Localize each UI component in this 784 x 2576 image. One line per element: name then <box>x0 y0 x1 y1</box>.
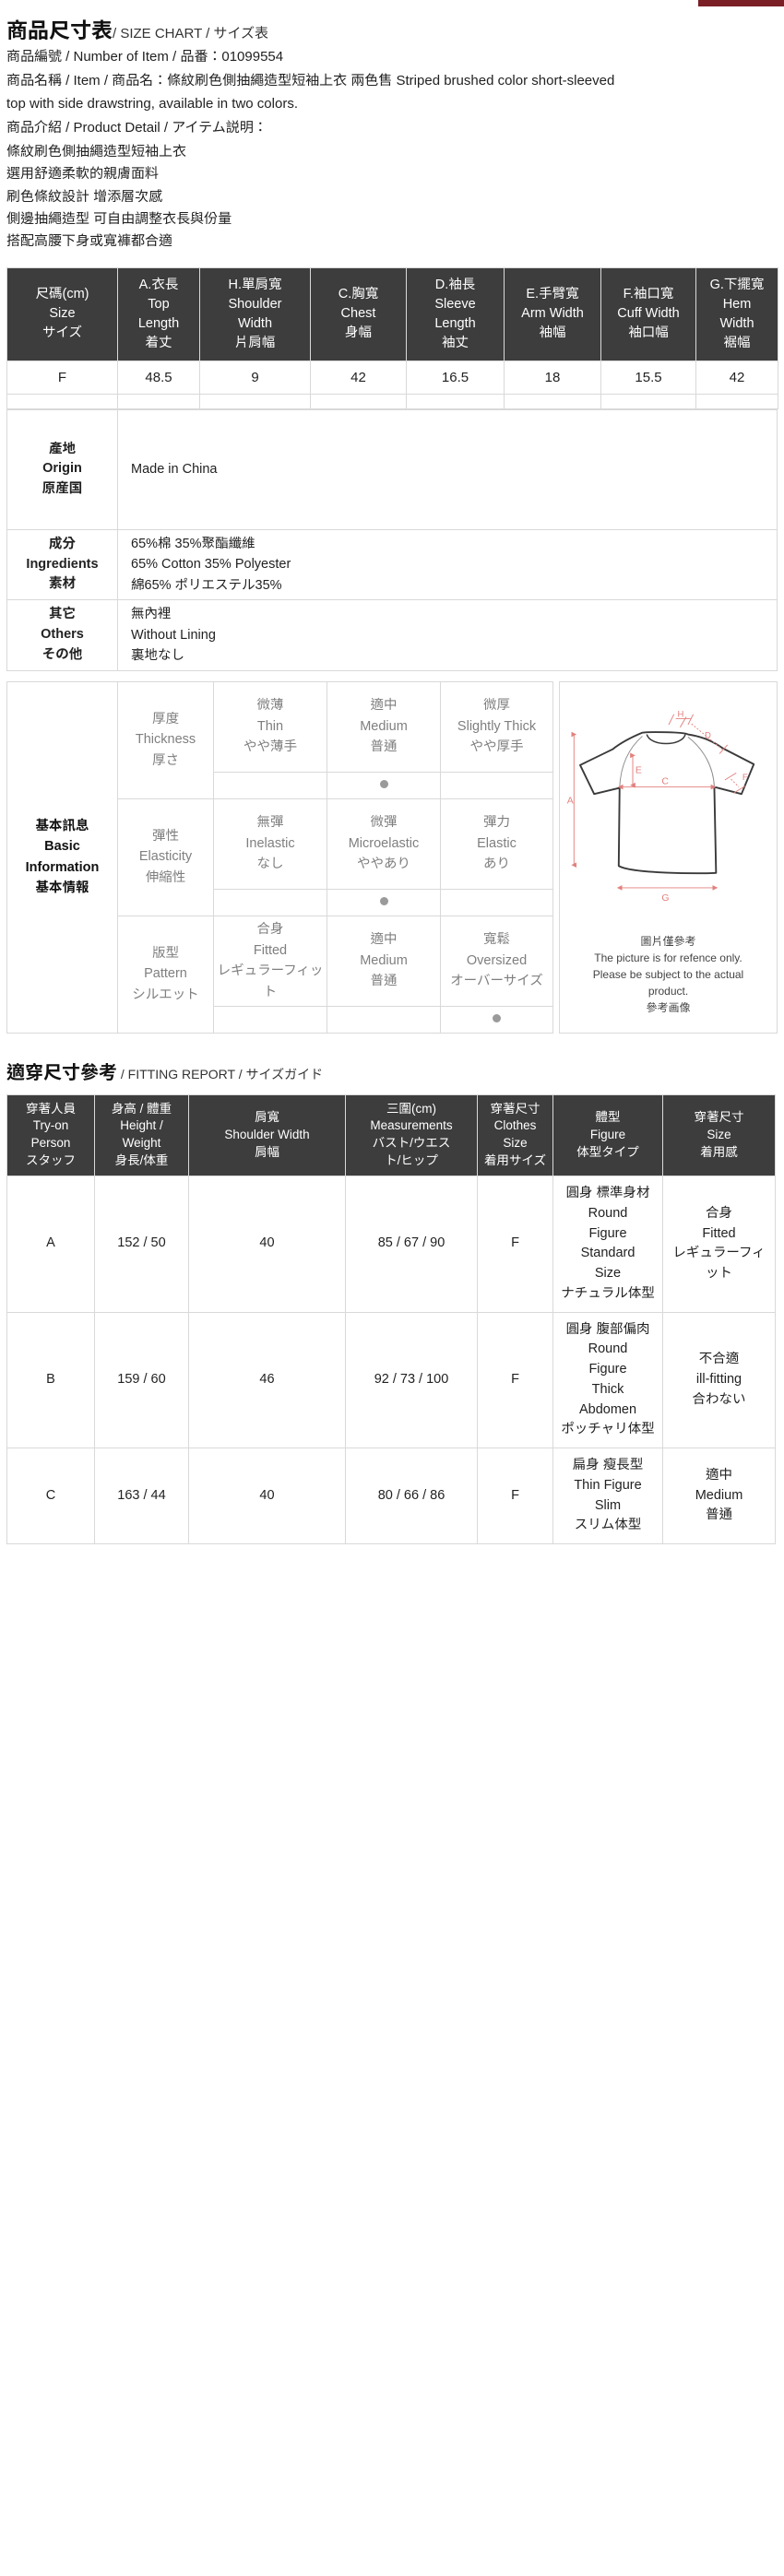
svg-text:C: C <box>661 776 669 786</box>
svg-text:H: H <box>677 709 683 719</box>
svg-text:D: D <box>704 730 710 740</box>
svg-text:G: G <box>661 893 669 904</box>
svg-text:A: A <box>566 796 573 806</box>
svg-text:F: F <box>742 773 747 783</box>
svg-text:E: E <box>635 765 641 775</box>
